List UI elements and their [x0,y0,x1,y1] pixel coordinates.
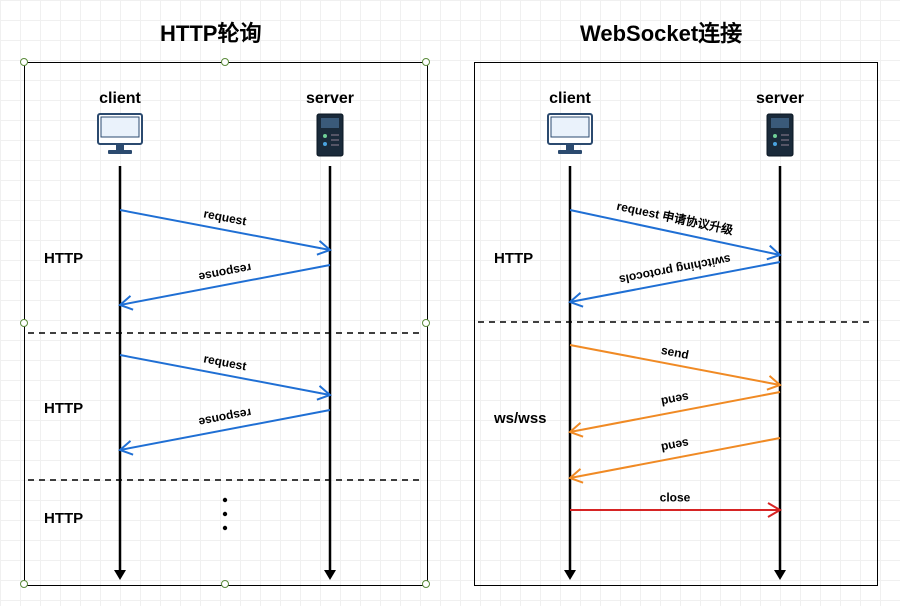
group-label: HTTP [494,250,533,267]
group-label: ws/wss [494,410,547,427]
ellipsis-dot [223,498,227,502]
ellipsis-dot [223,512,227,516]
group-label: HTTP [44,510,83,527]
ellipsis-dot [223,526,227,530]
group-label: HTTP [44,250,83,267]
message-label: close [660,490,691,504]
group-label: HTTP [44,400,83,417]
sequence-lines [0,0,900,606]
